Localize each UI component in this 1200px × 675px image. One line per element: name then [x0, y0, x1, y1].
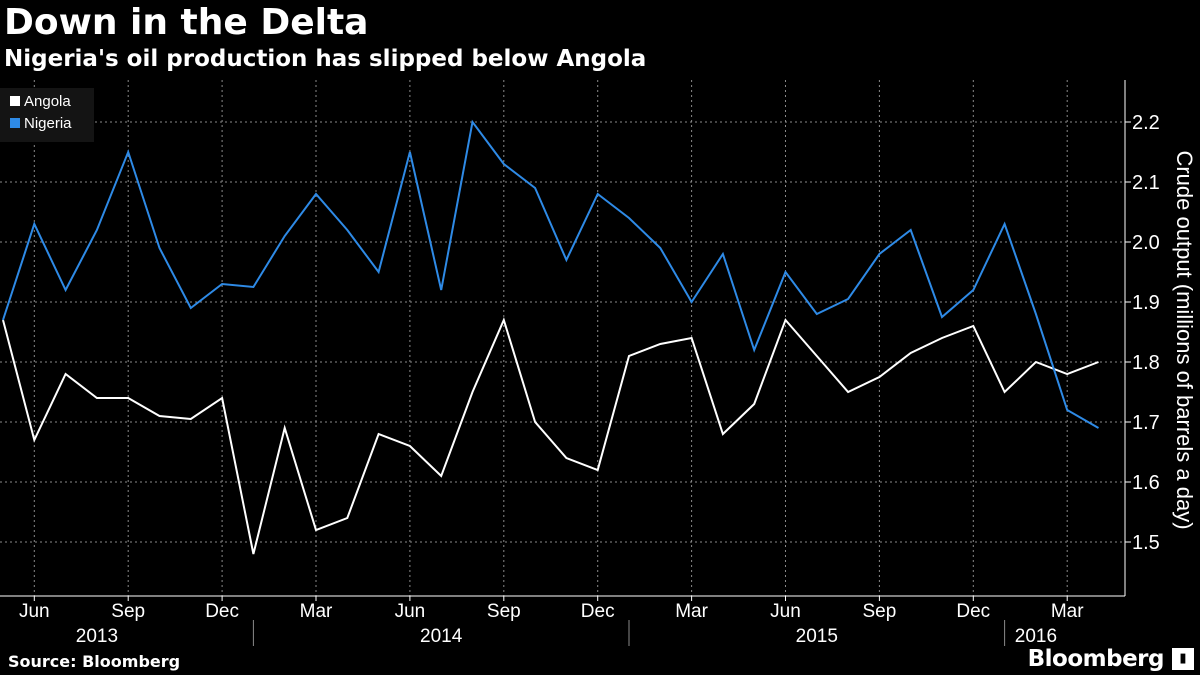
y-tick-label: 1.8	[1132, 352, 1160, 374]
x-tick-label: Dec	[956, 601, 990, 622]
x-tick-label: Mar	[300, 601, 333, 622]
x-tick-label: Sep	[862, 601, 896, 622]
y-tick-label: 1.9	[1132, 292, 1160, 314]
x-year-label: 2015	[796, 626, 838, 647]
x-tick-label: Dec	[205, 601, 239, 622]
y-tick-label: 1.7	[1132, 412, 1160, 434]
x-year-label: 2016	[1015, 626, 1057, 647]
y-tick-label: 1.5	[1132, 532, 1160, 554]
brand-logo: Bloomberg	[1027, 646, 1165, 672]
grid-lines	[0, 80, 1125, 596]
legend-swatch-nigeria	[10, 118, 20, 128]
x-tick-label: Jun	[770, 601, 801, 622]
legend-label-nigeria: Nigeria	[24, 115, 72, 132]
y-tick-label: 2.1	[1132, 172, 1160, 194]
axes: 1.5 1.6 1.7 1.8 1.9 2.0 2.1 2.2 Jun Sep Dec Mar Jun S…	[0, 80, 1160, 647]
chart-title: Down in the Delta	[4, 2, 369, 43]
legend-label-angola: Angola	[24, 93, 71, 110]
x-tick-label: Mar	[675, 601, 708, 622]
y-tick-label: 1.6	[1132, 472, 1160, 494]
x-tick-label: Sep	[111, 601, 145, 622]
y-axis-label: Crude output (millions of barrels a day)	[1172, 150, 1197, 529]
source-note: Source: Bloomberg	[8, 652, 181, 671]
bloomberg-terminal-icon: ▮	[1172, 648, 1194, 670]
legend-swatch-angola	[10, 96, 20, 106]
legend: Angola Nigeria	[0, 88, 94, 142]
y-tick-label: 2.0	[1132, 232, 1160, 254]
x-tick-label: Dec	[581, 601, 615, 622]
y-tick-label: 2.2	[1132, 112, 1160, 134]
x-tick-label: Jun	[395, 601, 426, 622]
x-tick-label: Jun	[19, 601, 50, 622]
x-year-label: 2014	[420, 626, 463, 647]
x-tick-label: Mar	[1051, 601, 1084, 622]
series-line-nigeria	[2, 119, 1099, 429]
chart-subtitle: Nigeria's oil production has slipped bel…	[4, 46, 647, 72]
series-layer	[2, 119, 1099, 555]
x-tick-label: Sep	[487, 601, 521, 622]
x-year-label: 2013	[76, 626, 118, 647]
series-line-angola	[2, 317, 1099, 555]
